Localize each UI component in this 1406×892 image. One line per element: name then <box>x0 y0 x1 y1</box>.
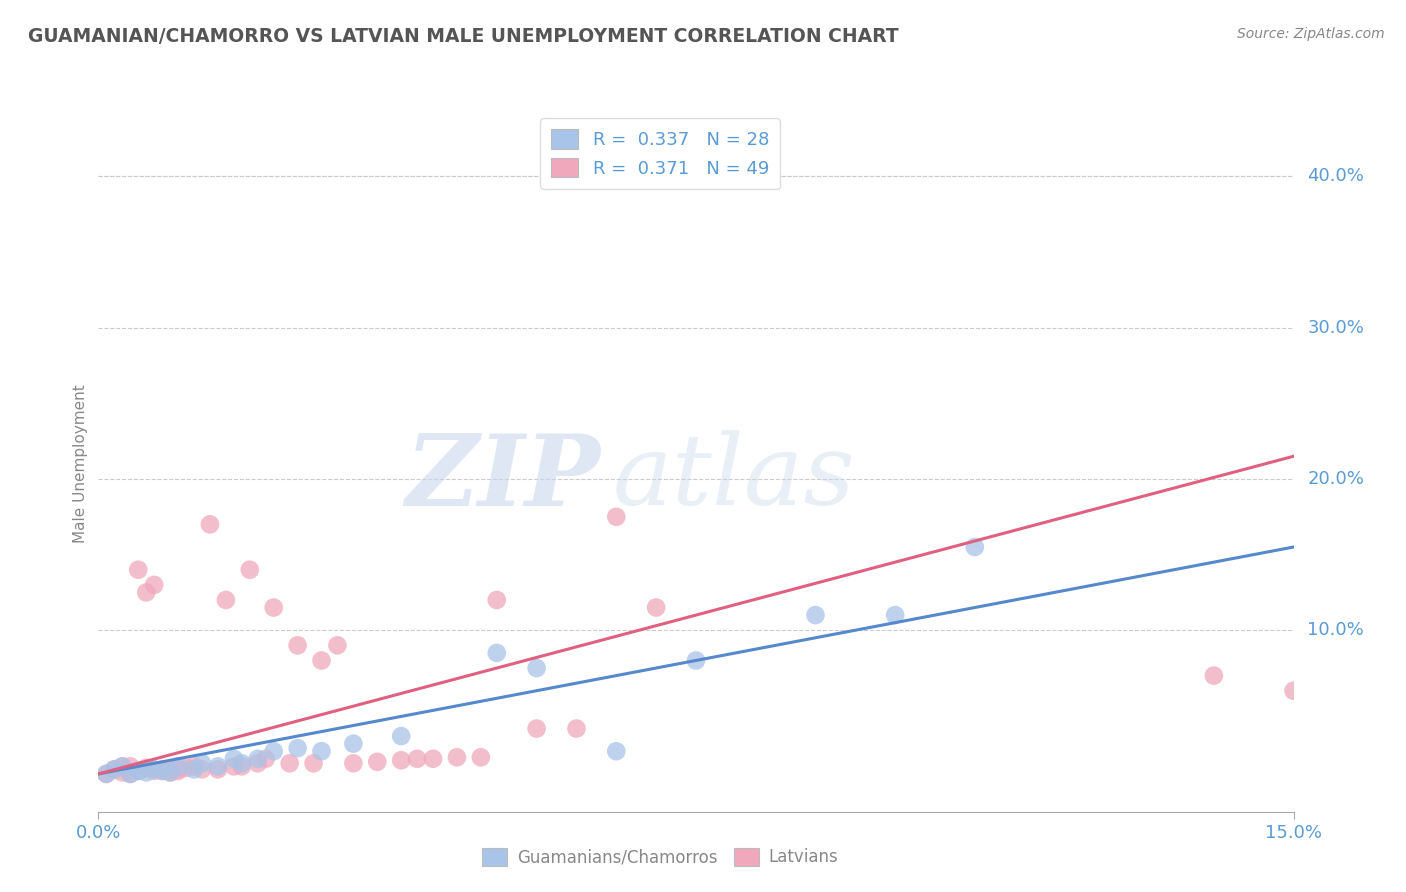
Point <box>342 756 364 771</box>
Text: 30.0%: 30.0% <box>1308 318 1364 336</box>
Point <box>120 767 142 781</box>
Point <box>127 764 149 778</box>
Point <box>222 752 245 766</box>
Point <box>366 755 388 769</box>
Point <box>406 752 429 766</box>
Point <box>231 756 253 771</box>
Point <box>1202 668 1225 682</box>
Point <box>645 600 668 615</box>
Point <box>311 653 333 667</box>
Point <box>422 752 444 766</box>
Point <box>120 759 142 773</box>
Point <box>150 763 173 777</box>
Point <box>103 763 125 777</box>
Point <box>246 756 269 771</box>
Point <box>103 763 125 777</box>
Point <box>311 744 333 758</box>
Point <box>207 763 229 777</box>
Point <box>159 765 181 780</box>
Point <box>485 593 508 607</box>
Point <box>389 753 412 767</box>
Point <box>222 759 245 773</box>
Y-axis label: Male Unemployment: Male Unemployment <box>73 384 87 543</box>
Point <box>159 763 181 777</box>
Point <box>174 761 197 775</box>
Point <box>143 764 166 778</box>
Point <box>143 763 166 777</box>
Point <box>246 752 269 766</box>
Point <box>526 722 548 736</box>
Point <box>1282 683 1305 698</box>
Point <box>302 756 325 771</box>
Point <box>963 540 986 554</box>
Point <box>254 752 277 766</box>
Point <box>183 763 205 777</box>
Point <box>111 759 134 773</box>
Point <box>150 764 173 778</box>
Point <box>342 737 364 751</box>
Text: 40.0%: 40.0% <box>1308 168 1364 186</box>
Point <box>884 608 907 623</box>
Point <box>685 653 707 667</box>
Point <box>135 765 157 780</box>
Point <box>167 763 190 777</box>
Point <box>96 767 118 781</box>
Point <box>207 759 229 773</box>
Point <box>263 744 285 758</box>
Point <box>111 765 134 780</box>
Point <box>167 759 190 773</box>
Text: atlas: atlas <box>612 430 855 525</box>
Point <box>135 761 157 775</box>
Point <box>215 593 238 607</box>
Point <box>278 756 301 771</box>
Point <box>470 750 492 764</box>
Point <box>565 722 588 736</box>
Point <box>127 764 149 778</box>
Point <box>231 759 253 773</box>
Text: Source: ZipAtlas.com: Source: ZipAtlas.com <box>1237 27 1385 41</box>
Text: 20.0%: 20.0% <box>1308 470 1364 488</box>
Point <box>143 578 166 592</box>
Point <box>526 661 548 675</box>
Point <box>167 764 190 778</box>
Text: 10.0%: 10.0% <box>1308 621 1364 640</box>
Point <box>446 750 468 764</box>
Point <box>135 585 157 599</box>
Point <box>326 638 349 652</box>
Point <box>127 563 149 577</box>
Text: GUAMANIAN/CHAMORRO VS LATVIAN MALE UNEMPLOYMENT CORRELATION CHART: GUAMANIAN/CHAMORRO VS LATVIAN MALE UNEMP… <box>28 27 898 45</box>
Point <box>150 764 173 778</box>
Point <box>605 509 627 524</box>
Point <box>485 646 508 660</box>
Point <box>183 759 205 773</box>
Point <box>96 767 118 781</box>
Point <box>191 756 214 771</box>
Point <box>389 729 412 743</box>
Point <box>287 741 309 756</box>
Point <box>111 759 134 773</box>
Point <box>804 608 827 623</box>
Point <box>120 767 142 781</box>
Point <box>605 744 627 758</box>
Point <box>191 763 214 777</box>
Point <box>287 638 309 652</box>
Legend: Guamanians/Chamorros, Latvians: Guamanians/Chamorros, Latvians <box>475 841 845 873</box>
Point <box>239 563 262 577</box>
Point <box>159 765 181 780</box>
Point <box>263 600 285 615</box>
Text: ZIP: ZIP <box>405 430 600 526</box>
Point <box>198 517 221 532</box>
